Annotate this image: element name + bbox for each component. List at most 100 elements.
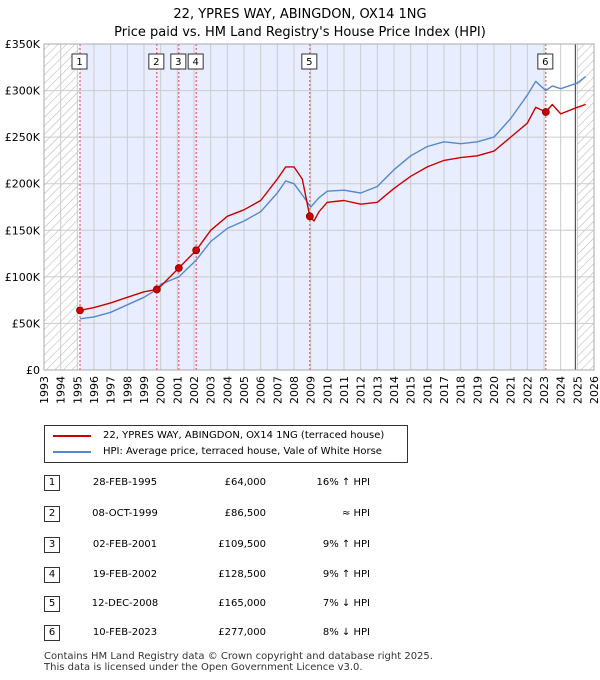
y-tick-label: £50K	[12, 317, 41, 330]
sale-marker-box	[170, 53, 187, 70]
sale-marker-label: 2	[153, 57, 159, 68]
row-hpi: 7% ↓ HPI	[322, 598, 370, 609]
row-price: £128,500	[218, 569, 266, 580]
footer: Contains HM Land Registry data © Crown c…	[44, 651, 433, 673]
property-series-line	[79, 103, 586, 312]
row-date: 12-DEC-2008	[91, 598, 159, 609]
x-tick-label: 2011	[338, 376, 351, 404]
row-hpi: 16% ↑ HPI	[316, 477, 370, 488]
row-number-badge: 6	[44, 625, 60, 641]
sale-point	[76, 306, 84, 315]
sale-point	[192, 246, 201, 255]
sale-marker-box	[301, 53, 318, 70]
sale-marker-label: 5	[306, 57, 312, 68]
sale-marker-box	[71, 53, 88, 70]
x-tick-label: 2024	[555, 376, 568, 404]
y-tick-label: £300K	[5, 85, 41, 98]
sale-marker-box	[537, 53, 554, 70]
row-price: £109,500	[218, 539, 266, 550]
row-price: £64,000	[224, 477, 266, 488]
sale-marker-box	[187, 53, 204, 70]
row-date: 28-FEB-1995	[92, 477, 158, 488]
plot-frame	[43, 43, 595, 371]
y-tick-label: £0	[26, 364, 40, 377]
x-tick-label: 2006	[255, 376, 268, 404]
x-tick-label: 2019	[471, 376, 484, 404]
x-tick-label: 2016	[421, 376, 434, 404]
x-tick-label: 1994	[55, 376, 68, 404]
x-tick-label: 1995	[71, 376, 84, 404]
legend-label-hpi: HPI: Average price, terraced house, Vale…	[103, 446, 382, 457]
x-tick-label: 2001	[171, 376, 184, 404]
row-number-badge: 5	[44, 596, 60, 612]
sale-point	[152, 285, 161, 294]
y-tick-label: £350K	[5, 38, 41, 51]
x-tick-label: 1999	[138, 376, 151, 404]
sale-point	[305, 212, 314, 221]
row-hpi: ≈ HPI	[341, 508, 370, 519]
x-tick-label: 1998	[121, 376, 134, 404]
price-chart: £0 £50K £100K £150K £200K £250K £300K £350K 1993…	[5, 38, 600, 404]
y-tick-label: £200K	[5, 178, 41, 191]
y-tick-label: £250K	[5, 131, 41, 144]
x-tick-label: 2007	[271, 376, 284, 404]
y-tick-label: £150K	[5, 224, 41, 237]
x-tick-label: 2000	[155, 376, 168, 404]
row-date: 08-OCT-1999	[92, 508, 158, 519]
hatched-region-before	[44, 44, 80, 370]
row-hpi: 9% ↑ HPI	[322, 539, 370, 550]
legend-swatch-property	[53, 435, 91, 437]
legend: 22, YPRES WAY, ABINGDON, OX14 1NG (terra…	[44, 425, 408, 463]
x-tick-label: 2004	[221, 376, 234, 404]
row-number-badge: 2	[44, 506, 60, 522]
x-tick-label: 2003	[205, 376, 218, 404]
x-tick-label: 2017	[438, 376, 451, 404]
sale-point	[541, 108, 550, 116]
hatched-region-after	[577, 44, 594, 370]
table-row: 2 08-OCT-1999 £86,500 ≈ HPI	[0, 504, 600, 524]
x-tick-label: 2009	[305, 376, 318, 404]
row-number-badge: 1	[44, 475, 60, 491]
x-tick-label: 2020	[488, 376, 501, 404]
footer-line-1: Contains HM Land Registry data © Crown c…	[44, 651, 433, 662]
row-hpi: 9% ↑ HPI	[322, 569, 370, 580]
x-tick-label: 2025	[571, 376, 584, 404]
x-tick-label: 2018	[455, 376, 468, 404]
x-tick-label: 2008	[288, 376, 301, 404]
row-price: £277,000	[218, 627, 266, 638]
row-number-badge: 3	[44, 537, 60, 553]
row-price: £86,500	[224, 508, 266, 519]
row-hpi: 8% ↓ HPI	[322, 627, 370, 638]
x-tick-label: 2026	[588, 376, 600, 404]
sale-marker-label: 3	[175, 57, 181, 68]
legend-swatch-hpi	[53, 451, 91, 453]
x-tick-label: 1996	[88, 376, 101, 404]
x-tick-label: 2021	[505, 376, 518, 404]
y-tick-label: £100K	[5, 271, 41, 284]
table-row: 3 02-FEB-2001 £109,500 9% ↑ HPI	[0, 535, 600, 555]
row-price: £165,000	[218, 598, 266, 609]
title-line-2: Price paid vs. HM Land Registry's House …	[114, 25, 486, 40]
x-tick-label: 2013	[371, 376, 384, 404]
table-row: 5 12-DEC-2008 £165,000 7% ↓ HPI	[0, 594, 600, 614]
table-row: 6 10-FEB-2023 £277,000 8% ↓ HPI	[0, 623, 600, 643]
row-date: 02-FEB-2001	[92, 539, 158, 550]
sale-marker-box	[148, 53, 165, 70]
chart-title: 22, YPRES WAY, ABINGDON, OX14 1NG Price …	[0, 6, 600, 42]
sale-marker-label: 4	[192, 57, 198, 68]
x-tick-label: 2015	[405, 376, 418, 404]
legend-label-property: 22, YPRES WAY, ABINGDON, OX14 1NG (terra…	[103, 430, 385, 441]
x-tick-label: 2012	[355, 376, 368, 404]
x-tick-label: 2023	[538, 376, 551, 404]
x-tick-label: 2002	[188, 376, 201, 404]
x-tick-label: 2005	[238, 376, 251, 404]
row-number-badge: 4	[44, 567, 60, 583]
x-tick-label: 2014	[388, 376, 401, 404]
footer-line-2: This data is licensed under the Open Gov…	[44, 662, 363, 673]
ownership-shade	[80, 44, 546, 370]
x-tick-label: 1997	[105, 376, 118, 404]
table-row: 4 19-FEB-2002 £128,500 9% ↑ HPI	[0, 565, 600, 585]
x-tick-label: 2022	[521, 376, 534, 404]
x-tick-label: 1993	[38, 376, 51, 404]
sale-marker-label: 6	[542, 57, 548, 68]
